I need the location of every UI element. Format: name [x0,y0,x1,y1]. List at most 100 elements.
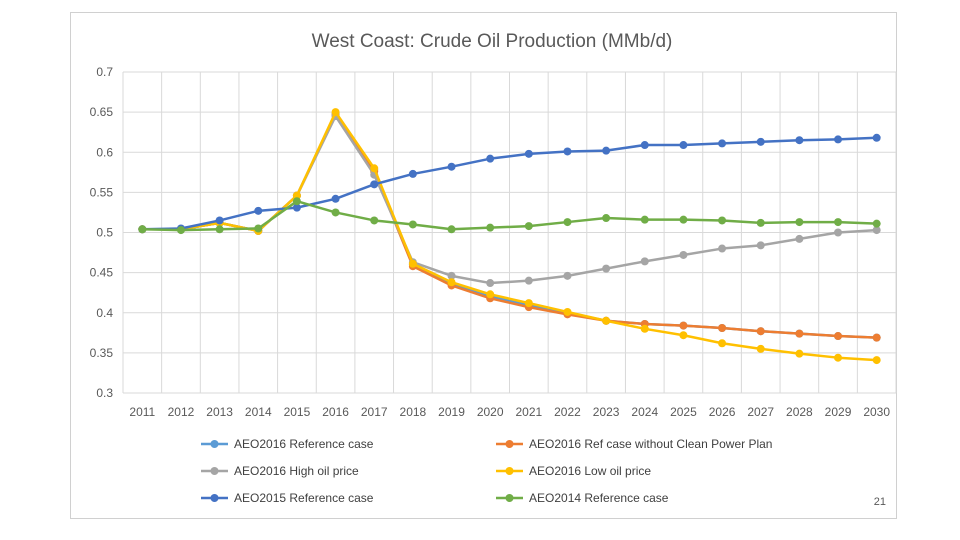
data-point [254,224,263,233]
data-point [370,180,379,189]
series-aeo2014-reference-case [138,197,881,235]
data-point [756,344,765,353]
legend-label: AEO2016 Reference case [234,437,374,451]
x-tick-label: 2023 [593,405,620,419]
y-tick-label: 0.45 [90,266,114,280]
data-point [718,339,727,348]
legend-label: AEO2016 Ref case without Clean Power Pla… [529,437,772,451]
data-point [447,278,456,287]
data-point [370,216,379,225]
legend-item: AEO2015 Reference case [201,491,374,505]
data-point [447,225,456,234]
x-tick-label: 2026 [709,405,736,419]
data-point [563,271,572,280]
legend-swatch-marker [505,467,514,475]
data-point [679,250,688,259]
data-point [679,331,688,340]
data-point [486,279,495,288]
data-point [795,234,804,243]
data-point [834,228,843,237]
legend-item: AEO2016 Ref case without Clean Power Pla… [496,437,772,451]
data-point [486,223,495,232]
legend-item: AEO2016 Reference case [201,437,374,451]
data-point [872,226,881,235]
x-tick-label: 2012 [168,405,195,419]
data-point [292,191,301,200]
data-point [834,135,843,144]
chart-title: West Coast: Crude Oil Production (MMb/d) [312,31,673,52]
data-point [640,141,649,150]
data-point [292,197,301,206]
legend: AEO2016 Reference case AEO2016 Ref case w… [201,437,772,505]
data-point [756,218,765,227]
x-tick-label: 2014 [245,405,272,419]
data-point [331,194,340,203]
y-tick-label: 0.55 [90,185,114,199]
data-point [718,139,727,148]
data-point [331,108,340,117]
x-axis-ticks: 2011 2012 2013 2014 2015 2016 2017 2018 2019 2020… [129,405,890,419]
data-point [486,154,495,163]
data-point [872,356,881,365]
data-point [756,241,765,250]
y-tick-label: 0.35 [90,346,114,360]
data-point [524,276,533,285]
data-point [486,290,495,299]
legend-label: AEO2014 Reference case [529,491,669,505]
legend-swatch-marker [210,467,219,475]
legend-item: AEO2016 High oil price [201,464,359,478]
data-point [872,219,881,228]
data-point [756,137,765,146]
data-point [834,353,843,362]
y-tick-label: 0.4 [96,306,113,320]
data-point [756,327,765,336]
data-point [872,333,881,342]
x-tick-label: 2011 [129,405,155,419]
data-point [795,218,804,227]
data-point [254,206,263,215]
data-point [718,244,727,253]
data-point [215,225,224,234]
legend-item: AEO2014 Reference case [496,491,669,505]
x-tick-label: 2013 [206,405,233,419]
series-line [142,136,877,231]
data-point [834,218,843,227]
legend-swatch-marker [505,494,514,502]
data-point [718,216,727,225]
data-point [679,215,688,224]
x-tick-label: 2022 [554,405,581,419]
x-tick-label: 2024 [631,405,658,419]
data-point [292,203,301,212]
data-point [602,214,611,223]
y-tick-label: 0.7 [96,65,113,79]
data-point [872,133,881,142]
x-tick-label: 2021 [515,405,542,419]
x-tick-label: 2016 [322,405,349,419]
x-tick-label: 2019 [438,405,465,419]
line-chart: West Coast: Crude Oil Production (MMb/d)… [90,31,897,505]
series-line [142,199,877,232]
data-point [795,136,804,145]
data-point [795,349,804,358]
legend-label: AEO2016 High oil price [234,464,359,478]
data-point [138,225,147,234]
y-tick-label: 0.3 [96,386,113,400]
x-tick-label: 2025 [670,405,697,419]
data-point [602,146,611,155]
data-point [563,307,572,316]
page-number: 21 [873,496,886,508]
data-point [331,208,340,217]
data-point [408,259,417,268]
data-point [563,147,572,156]
x-tick-label: 2027 [747,405,774,419]
x-tick-label: 2028 [786,405,813,419]
chart-frame: West Coast: Crude Oil Production (MMb/d)… [70,12,897,519]
x-tick-label: 2020 [477,405,504,419]
data-point [176,226,185,235]
data-point [370,164,379,173]
data-point [408,169,417,178]
y-tick-label: 0.5 [96,226,113,240]
data-point [679,321,688,330]
data-point [795,329,804,338]
data-point [524,149,533,158]
